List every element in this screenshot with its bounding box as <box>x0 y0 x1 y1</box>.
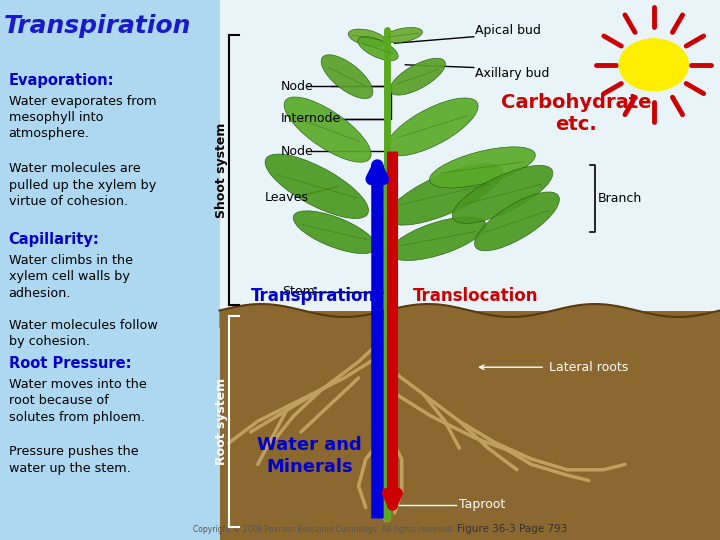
Text: Node: Node <box>281 145 313 158</box>
Text: Taproot: Taproot <box>459 498 505 511</box>
Ellipse shape <box>384 28 423 43</box>
Circle shape <box>619 39 688 91</box>
Text: Carbohydrate
etc.: Carbohydrate etc. <box>500 93 652 134</box>
Text: Shoot system: Shoot system <box>215 123 228 218</box>
Ellipse shape <box>474 192 559 251</box>
Text: Water molecules are
pulled up the xylem by
virtue of cohesion.: Water molecules are pulled up the xylem … <box>9 162 156 208</box>
Ellipse shape <box>390 58 446 95</box>
FancyBboxPatch shape <box>220 310 720 540</box>
Ellipse shape <box>284 97 371 162</box>
Text: Root Pressure:: Root Pressure: <box>9 356 131 372</box>
Text: Transpiration: Transpiration <box>4 14 191 37</box>
Text: Water and
Minerals: Water and Minerals <box>257 436 362 476</box>
Ellipse shape <box>293 211 377 254</box>
Ellipse shape <box>430 147 535 188</box>
Text: Branch: Branch <box>598 192 642 205</box>
Ellipse shape <box>348 29 386 46</box>
Text: Pressure pushes the
water up the stem.: Pressure pushes the water up the stem. <box>9 446 138 475</box>
Text: Water evaporates from
mesophyll into
atmosphere.: Water evaporates from mesophyll into atm… <box>9 94 156 140</box>
Ellipse shape <box>321 55 373 99</box>
Ellipse shape <box>387 164 503 225</box>
Text: Apical bud: Apical bud <box>475 24 541 37</box>
Text: Leaves: Leaves <box>265 191 309 204</box>
Text: Node: Node <box>281 80 313 93</box>
Ellipse shape <box>390 217 486 260</box>
Text: Water moves into the
root because of
solutes from phloem.: Water moves into the root because of sol… <box>9 378 146 424</box>
Ellipse shape <box>265 154 369 219</box>
Text: Copyright © 2008 Pearson Benjamin Cummings. All rights reserved.: Copyright © 2008 Pearson Benjamin Cummin… <box>193 524 455 534</box>
Text: Water climbs in the
xylem cell walls by
adhesion.: Water climbs in the xylem cell walls by … <box>9 254 132 300</box>
Ellipse shape <box>358 37 398 60</box>
Text: Lateral roots: Lateral roots <box>549 361 628 374</box>
Text: Transpiration: Transpiration <box>251 287 375 305</box>
Text: Axillary bud: Axillary bud <box>475 68 549 80</box>
Text: Capillarity:: Capillarity: <box>9 232 99 247</box>
FancyBboxPatch shape <box>0 0 220 540</box>
Ellipse shape <box>386 98 478 156</box>
Text: Water molecules follow
by cohesion.: Water molecules follow by cohesion. <box>9 319 158 348</box>
Text: Internode: Internode <box>281 112 341 125</box>
FancyBboxPatch shape <box>220 0 720 310</box>
Text: Evaporation:: Evaporation: <box>9 73 114 88</box>
Text: Translocation: Translocation <box>413 287 538 305</box>
Ellipse shape <box>452 165 553 224</box>
Text: Figure 36-3 Page 793: Figure 36-3 Page 793 <box>457 523 567 534</box>
Text: Root system: Root system <box>215 377 228 465</box>
Text: Stem: Stem <box>282 285 315 298</box>
